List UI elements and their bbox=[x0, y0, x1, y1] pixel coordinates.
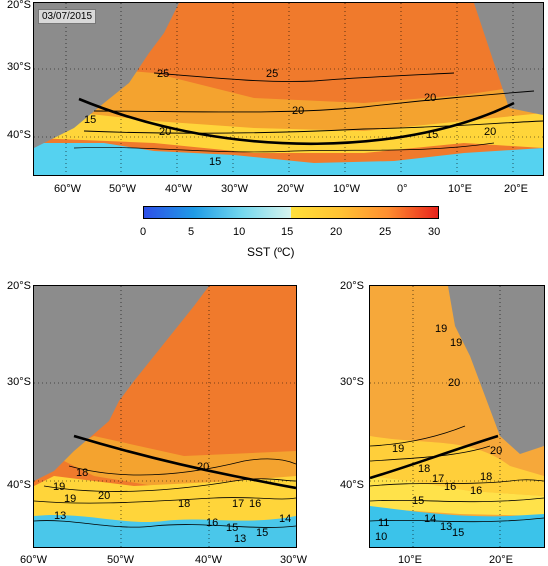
east-sst-map: 19 19 20 19 18 17 16 15 14 13 11 10 20 1… bbox=[369, 285, 545, 548]
colorbar-tick: 20 bbox=[330, 226, 343, 238]
colorbar-tick: 30 bbox=[428, 226, 441, 238]
main-lat-label: 40°S bbox=[7, 129, 31, 141]
main-sst-map: 25 25 20 20 20 20 15 15 15 bbox=[33, 2, 544, 176]
east-lon-label: 20°E bbox=[489, 554, 513, 566]
contour-label: 19 bbox=[392, 443, 405, 455]
contour-label: 20 bbox=[197, 461, 210, 473]
main-lat-label: 30°S bbox=[7, 61, 31, 73]
contour-label: 25 bbox=[157, 68, 170, 80]
main-sst-map-canvas bbox=[34, 3, 543, 175]
contour-label: 13 bbox=[440, 521, 453, 533]
main-lat-label: 20°S bbox=[7, 0, 31, 11]
main-lon-label: 10°W bbox=[333, 183, 361, 195]
contour-label: 17 bbox=[432, 473, 445, 485]
contour-label: 14 bbox=[279, 513, 292, 525]
colorbar-tick: 15 bbox=[281, 226, 294, 238]
contour-label: 20 bbox=[484, 126, 497, 138]
main-lon-label: 60°W bbox=[54, 183, 82, 195]
colorbar-tick: 0 bbox=[140, 226, 147, 238]
main-lon-label: 20°W bbox=[277, 183, 305, 195]
contour-label: 13 bbox=[234, 533, 247, 545]
contour-label: 19 bbox=[53, 481, 66, 493]
contour-label: 15 bbox=[452, 527, 465, 539]
west-lon-label: 40°W bbox=[195, 554, 223, 566]
colorbar-tick: 25 bbox=[379, 226, 392, 238]
main-lon-label: 40°W bbox=[165, 183, 193, 195]
contour-label: 15 bbox=[226, 522, 239, 534]
sst-colorbar-gradient bbox=[144, 207, 438, 218]
colorbar-title: SST (ºC) bbox=[247, 245, 295, 259]
west-lat-label: 40°S bbox=[7, 479, 31, 491]
colorbar-tick: 5 bbox=[188, 226, 195, 238]
west-lon-label: 30°W bbox=[280, 554, 308, 566]
west-lat-label: 30°S bbox=[7, 376, 31, 388]
contour-label: 18 bbox=[418, 463, 431, 475]
contour-label: 15 bbox=[256, 527, 269, 539]
contour-label: 18 bbox=[178, 498, 191, 510]
contour-label: 16 bbox=[444, 481, 457, 493]
contour-label: 10 bbox=[375, 531, 388, 543]
west-sst-map-canvas bbox=[34, 286, 296, 547]
main-lon-label: 20°E bbox=[504, 183, 528, 195]
contour-label: 25 bbox=[266, 68, 279, 80]
contour-label: 20 bbox=[490, 445, 503, 457]
contour-label: 20 bbox=[292, 105, 305, 117]
contour-label: 15 bbox=[412, 495, 425, 507]
contour-label: 20 bbox=[159, 126, 172, 138]
main-lon-label: 0° bbox=[397, 183, 408, 195]
contour-label: 20 bbox=[98, 490, 111, 502]
main-lon-label: 10°E bbox=[448, 183, 472, 195]
contour-label: 15 bbox=[84, 114, 97, 126]
contour-label: 18 bbox=[76, 467, 89, 479]
east-lat-label: 40°S bbox=[340, 479, 364, 491]
contour-label: 16 bbox=[249, 498, 262, 510]
contour-label: 15 bbox=[426, 129, 439, 141]
colorbar-tick: 10 bbox=[233, 226, 246, 238]
contour-label: 11 bbox=[378, 517, 390, 529]
east-lat-label: 20°S bbox=[340, 280, 364, 292]
contour-label: 19 bbox=[450, 337, 463, 349]
west-sst-map: 19 20 18 19 20 18 17 16 15 14 13 13 15 1… bbox=[33, 285, 297, 548]
contour-label: 20 bbox=[424, 92, 437, 104]
main-lon-label: 30°W bbox=[221, 183, 249, 195]
contour-label: 16 bbox=[470, 485, 483, 497]
main-lon-label: 50°W bbox=[109, 183, 137, 195]
contour-label: 16 bbox=[206, 517, 219, 529]
east-lon-label: 10°E bbox=[398, 554, 422, 566]
date-stamp: 03/07/2015 bbox=[38, 9, 97, 24]
contour-label: 19 bbox=[64, 493, 77, 505]
contour-label: 18 bbox=[480, 471, 493, 483]
contour-label: 19 bbox=[435, 323, 448, 335]
west-lon-label: 50°W bbox=[107, 554, 135, 566]
contour-label: 14 bbox=[424, 513, 437, 525]
east-sst-map-canvas bbox=[370, 286, 544, 547]
contour-label: 17 bbox=[232, 498, 245, 510]
contour-label: 13 bbox=[54, 510, 67, 522]
contour-label: 15 bbox=[209, 156, 222, 168]
contour-label: 20 bbox=[448, 377, 461, 389]
sst-colorbar bbox=[143, 206, 439, 219]
west-lon-label: 60°W bbox=[20, 554, 48, 566]
east-lat-label: 30°S bbox=[340, 376, 364, 388]
west-lat-label: 20°S bbox=[7, 280, 31, 292]
